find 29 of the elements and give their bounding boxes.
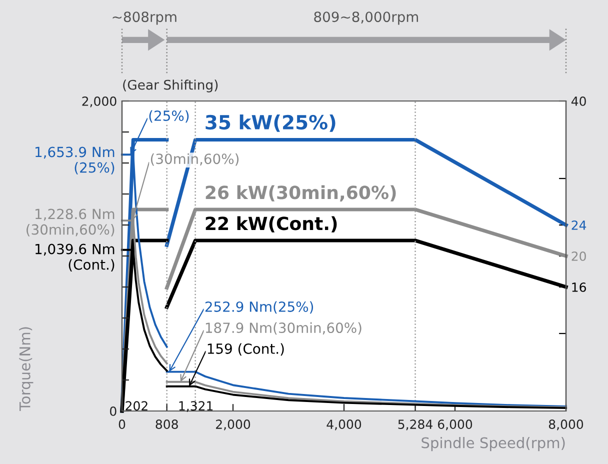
annotation: 202 [126,401,148,411]
annotation: 22 kW(Cont.) [206,216,337,232]
annotation: 159 (Cont.) [208,343,284,356]
annotation: 1,321 [179,401,213,412]
annotation: 35 kW(25%) [206,114,336,132]
annotation: (30min,60%) [150,153,239,166]
text: 1,228.6 Nm (30min,60%) [26,208,114,236]
x-tick-label: 808 [156,420,178,430]
annotation: (25%) [149,110,189,123]
y2-tick-label: 20 [572,251,586,261]
x-tick-label: 4,000 [326,420,362,430]
annotation: 252.9 Nm(25%) [205,301,314,314]
text: 1,039.6 Nm (Cont.) [36,244,114,272]
x-tick-label: 5,284 [398,420,432,430]
x-tick-label: 6,000 [438,420,472,430]
x-tick-label: 2,000 [216,420,250,430]
y2-tick-label: 40 [571,96,586,106]
annotation: 187.9 Nm(30min,60%) [206,322,362,335]
y2-tick-label: 16 [572,282,586,292]
text: (Gear Shifting) [123,80,218,92]
annotation: 26 kW(30min,60%) [206,185,396,202]
y2-tick-label: 24 [572,220,586,230]
x-tick-label: 8,000 [548,420,584,430]
x-tick-label: 0 [118,420,126,430]
text: 809~8,000rpm [314,12,418,25]
y-axis-title: Torque(Nm) [19,327,34,412]
text: 1,653.9 Nm (25%) [36,146,114,174]
text: ~808rpm [112,12,176,25]
x-axis-title: Spindle Speed(rpm) [422,436,565,452]
